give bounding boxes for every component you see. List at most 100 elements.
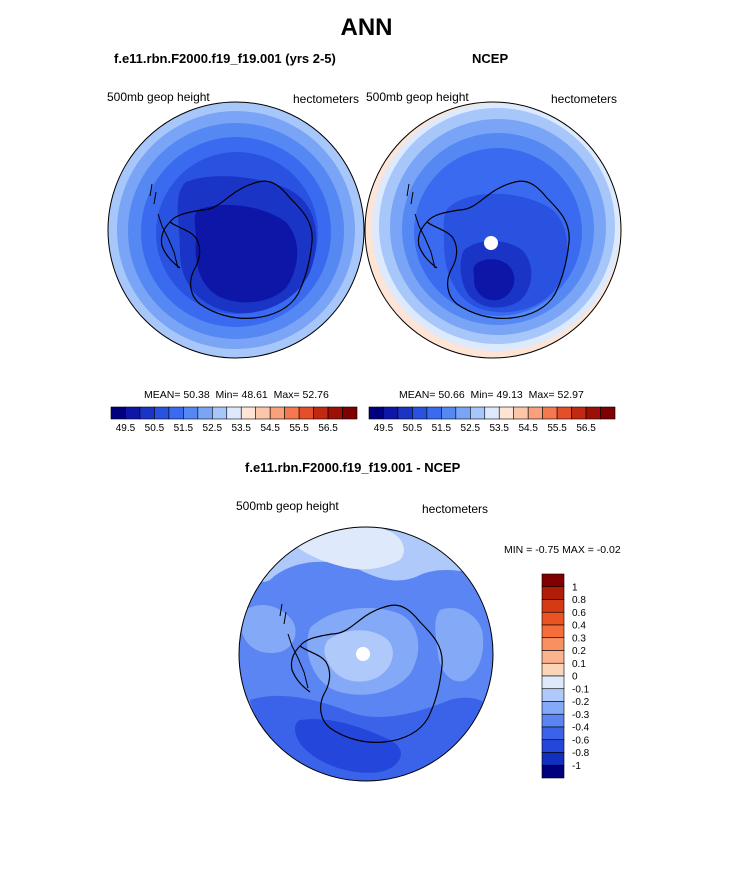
right-colorbar-tick-label: 51.5	[432, 423, 452, 434]
right-map-border	[364, 101, 622, 359]
left-mean-label: MEAN=	[144, 389, 181, 401]
right-colorbar-swatch-9	[498, 406, 515, 420]
left-colorbar-swatch-1	[125, 406, 141, 420]
diff-colorbar-swatch-9	[541, 688, 565, 702]
left-colorbar-swatch-9	[240, 406, 257, 420]
left-colorbar-swatch-2	[139, 406, 155, 420]
diff-colorbar-tick-label: -0.1	[572, 684, 590, 695]
right-colorbar-swatch-13	[556, 406, 572, 420]
diff-colorbar-swatch-5	[541, 637, 565, 651]
diff-colorbar-tick-label: 1	[572, 582, 578, 593]
right-colorbar-tick-label: 54.5	[518, 423, 538, 434]
left-units-label: hectometers	[293, 92, 360, 106]
diff-colorbar-swatch-0	[541, 573, 565, 588]
left-colorbar-tick-label: 50.5	[145, 423, 165, 434]
right-colorbar-swatch-1	[383, 406, 399, 420]
left-colorbar-swatch-7	[211, 406, 228, 420]
right-max-label: Max=	[528, 389, 555, 401]
left-map	[108, 102, 364, 358]
diff-map-south-dark	[294, 719, 401, 773]
left-map-core	[194, 204, 298, 303]
diff-units-label: hectometers	[422, 502, 489, 516]
diff-map-north-light	[290, 527, 404, 570]
right-map	[365, 102, 621, 358]
right-panel-title: NCEP	[472, 51, 509, 66]
left-max-label: Max=	[273, 389, 300, 401]
diff-colorbar-tick-label: 0.3	[572, 633, 586, 644]
right-colorbar-swatch-10	[513, 406, 529, 420]
left-colorbar-swatch-14	[313, 406, 329, 420]
right-colorbar-swatch-8	[484, 406, 500, 420]
right-map-pole-mask	[484, 236, 498, 250]
left-map-peninsula	[149, 183, 179, 269]
right-colorbar-swatch-11	[527, 406, 543, 420]
main-title: ANN	[340, 14, 393, 41]
right-colorbar-tick-label: 56.5	[576, 423, 596, 434]
diff-map	[239, 527, 493, 781]
diff-colorbar-tick-label: -0.8	[572, 748, 590, 759]
diff-colorbar-swatch-1	[541, 586, 565, 600]
right-max-value: 52.97	[557, 389, 584, 401]
left-map-coastline	[160, 180, 313, 319]
left-var-label: 500mb geop height	[107, 90, 210, 104]
left-colorbar-swatch-8	[226, 406, 242, 420]
diff-colorbar-swatch-14	[541, 752, 565, 766]
left-colorbar-swatch-5	[183, 406, 199, 420]
diff-var-label: 500mb geop height	[236, 499, 339, 513]
diff-map-peninsula	[279, 603, 309, 689]
left-min-label: Min=	[215, 389, 239, 401]
right-units-label: hectometers	[551, 92, 618, 106]
diff-colorbar-swatch-2	[541, 599, 565, 613]
left-max-value: 52.76	[302, 389, 329, 401]
left-colorbar-tick-label: 53.5	[232, 423, 252, 434]
diff-map-east-patch	[435, 608, 484, 682]
left-colorbar-swatch-10	[255, 406, 271, 420]
left-min-value: 48.61	[241, 389, 268, 401]
diff-colorbar-tick-label: -0.6	[572, 735, 590, 746]
right-colorbar-swatch-4	[426, 406, 442, 420]
left-mean-value: 50.38	[183, 389, 210, 401]
right-map-coastline	[417, 180, 570, 319]
left-colorbar-swatch-6	[197, 406, 213, 420]
diff-minmax: MIN = -0.75 MAX = -0.02	[504, 544, 621, 556]
diff-map-west-patch	[242, 605, 296, 654]
left-colorbar-swatch-12	[284, 406, 300, 420]
right-mean-label: MEAN=	[399, 389, 436, 401]
right-colorbar-tick-label: 52.5	[461, 423, 481, 434]
left-colorbar-tick-label: 56.5	[318, 423, 338, 434]
diff-colorbar-tick-label: 0.8	[572, 595, 586, 606]
left-stats: MEAN= 50.38 Min= 48.61 Max= 52.76	[144, 389, 329, 401]
diff-colorbar-swatch-11	[541, 713, 565, 728]
right-colorbar-tick-label: 53.5	[490, 423, 510, 434]
diff-colorbar-swatch-7	[541, 662, 565, 677]
diff-colorbar-tick-label: 0.1	[572, 659, 586, 670]
right-colorbar-swatch-3	[412, 406, 428, 420]
right-colorbar-swatch-7	[469, 406, 486, 420]
left-colorbar-swatch-3	[154, 406, 170, 420]
right-mean-value: 50.66	[438, 389, 465, 401]
left-panel-title: f.e11.rbn.F2000.f19_f19.001 (yrs 2-5)	[114, 51, 336, 66]
right-colorbar-swatch-2	[397, 406, 413, 420]
right-colorbar-swatch-5	[441, 406, 457, 420]
left-colorbar: 49.5 50.5 51.5 52.5 53.5 54.5 55.5 56.5	[110, 406, 358, 434]
left-colorbar-swatch-15	[327, 406, 343, 420]
right-var-label: 500mb geop height	[366, 90, 469, 104]
right-colorbar: 49.5 50.5 51.5 52.5 53.5 54.5 55.5 56.5	[368, 406, 616, 434]
diff-colorbar-swatch-3	[541, 611, 565, 626]
diff-colorbar-tick-label: -0.2	[572, 697, 590, 708]
left-map-border	[107, 101, 365, 359]
left-colorbar-swatch-11	[269, 406, 285, 420]
diff-colorbar-tick-label: 0.4	[572, 621, 586, 632]
diff-map-border	[238, 526, 494, 782]
diff-colorbar: 1 0.8 0.6 0.40.3 0.2 0.1 0-0.1 -0.2 -0.3 -0.4-0.6…	[541, 573, 590, 779]
left-colorbar-tick-label: 51.5	[174, 423, 194, 434]
left-colorbar-tick-label: 54.5	[260, 423, 280, 434]
diff-colorbar-tick-label: 0.6	[572, 608, 586, 619]
right-colorbar-swatch-14	[571, 406, 587, 420]
diff-map-pole-mask	[356, 647, 370, 661]
right-colorbar-swatch-6	[455, 406, 471, 420]
diff-colorbar-swatch-10	[541, 701, 565, 715]
diff-panel-title: f.e11.rbn.F2000.f19_f19.001 - NCEP	[245, 460, 461, 475]
diff-colorbar-tick-label: -0.4	[572, 723, 590, 734]
